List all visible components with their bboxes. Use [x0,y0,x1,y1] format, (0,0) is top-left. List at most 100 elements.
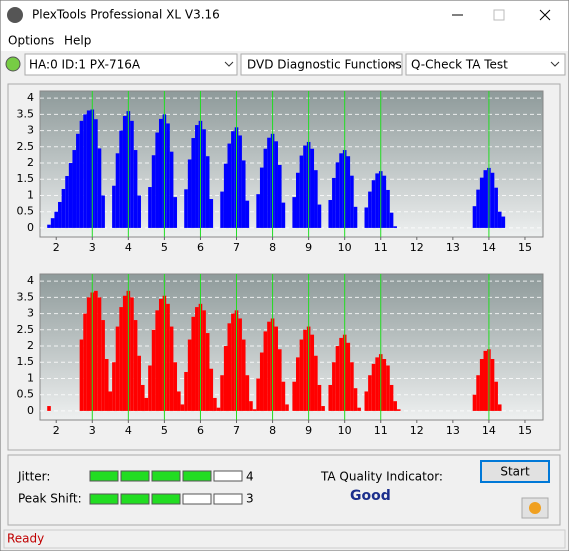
bar [97,148,102,228]
x-tick-label: 15 [518,241,532,254]
bar [119,130,123,228]
bar [256,194,260,228]
bar [328,200,333,228]
menu-item[interactable]: Help [64,34,91,48]
bar [112,185,116,228]
y-tick-label: 0.5 [17,205,35,218]
x-tick-label: 9 [305,424,312,437]
x-tick-label: 9 [305,241,312,254]
x-tick-label: 7 [233,241,240,254]
x-tick-label: 4 [125,424,132,437]
bar [227,323,232,411]
bar [101,195,105,228]
y-tick-label: 4 [27,274,34,287]
bar [310,334,315,411]
bar [202,310,206,411]
bar [144,397,149,411]
x-tick-label: 2 [53,241,60,254]
x-tick-label: 11 [374,241,388,254]
y-tick-label: 3.5 [17,290,35,303]
bar [332,177,336,228]
bar [263,148,268,228]
bar [122,115,127,228]
x-tick-label: 5 [161,424,168,437]
bar [371,363,376,411]
bar [216,407,221,411]
bar [299,339,304,411]
bar [137,355,141,411]
indicator-segment [182,470,212,482]
test-select[interactable] [405,53,566,76]
maximize-button[interactable] [493,9,505,21]
bar [205,156,210,228]
bar [274,326,278,411]
bar [368,375,372,411]
function-select[interactable] [240,53,403,76]
bar [191,138,196,228]
bar [133,320,138,411]
bar [292,381,297,411]
drive-select[interactable] [24,53,238,76]
indicator-segment [89,470,119,482]
bar [317,204,322,228]
bar [299,155,304,228]
y-tick-label: 1.5 [17,355,35,368]
bar [332,362,336,411]
bar [281,381,286,411]
bar [180,404,185,411]
dropdown-arrow [388,61,398,67]
indicator-segment [213,470,243,482]
bar [220,375,224,411]
x-tick-label: 14 [482,424,496,437]
x-tick-label: 13 [446,241,460,254]
bar [86,297,91,411]
x-tick-label: 2 [53,424,60,437]
bar [94,119,98,228]
bar [483,170,488,228]
menu-item[interactable]: Options [8,34,54,48]
bar [76,133,80,228]
bar [393,401,397,411]
close-button[interactable] [539,9,551,21]
bar [490,359,495,411]
bar [148,187,152,228]
bar [346,342,351,411]
dropdown-arrow [224,61,234,67]
y-tick-label: 2.5 [17,323,35,336]
bar [497,404,502,411]
bar [259,167,264,228]
bar [119,307,123,411]
bar [371,180,376,228]
bar [245,200,250,228]
bar [277,349,282,411]
bar [335,346,340,411]
bar [353,388,358,411]
status-bar [3,529,566,549]
quality-label: TA Quality Indicator: [320,470,443,484]
bar [115,153,120,228]
status-text: Ready [7,532,44,546]
bar [494,381,498,411]
bar [54,211,59,228]
x-tick-label: 11 [374,424,388,437]
indicator-segment [89,493,119,505]
bar [314,355,318,411]
bar [386,189,390,228]
bar [94,290,98,411]
bar [350,175,354,228]
drive-icon [5,56,21,72]
x-tick-label: 13 [446,424,460,437]
bar [472,394,477,411]
function-select-text: DVD Diagnostic Functions [247,58,402,72]
bar [184,189,188,228]
bar [281,202,286,228]
y-tick-label: 3 [27,124,34,137]
x-tick-label: 8 [269,424,276,437]
bar [47,224,51,228]
bar [155,310,159,411]
bar [83,114,87,228]
bar [47,406,51,411]
start-button[interactable] [480,460,550,483]
bar [364,207,369,228]
